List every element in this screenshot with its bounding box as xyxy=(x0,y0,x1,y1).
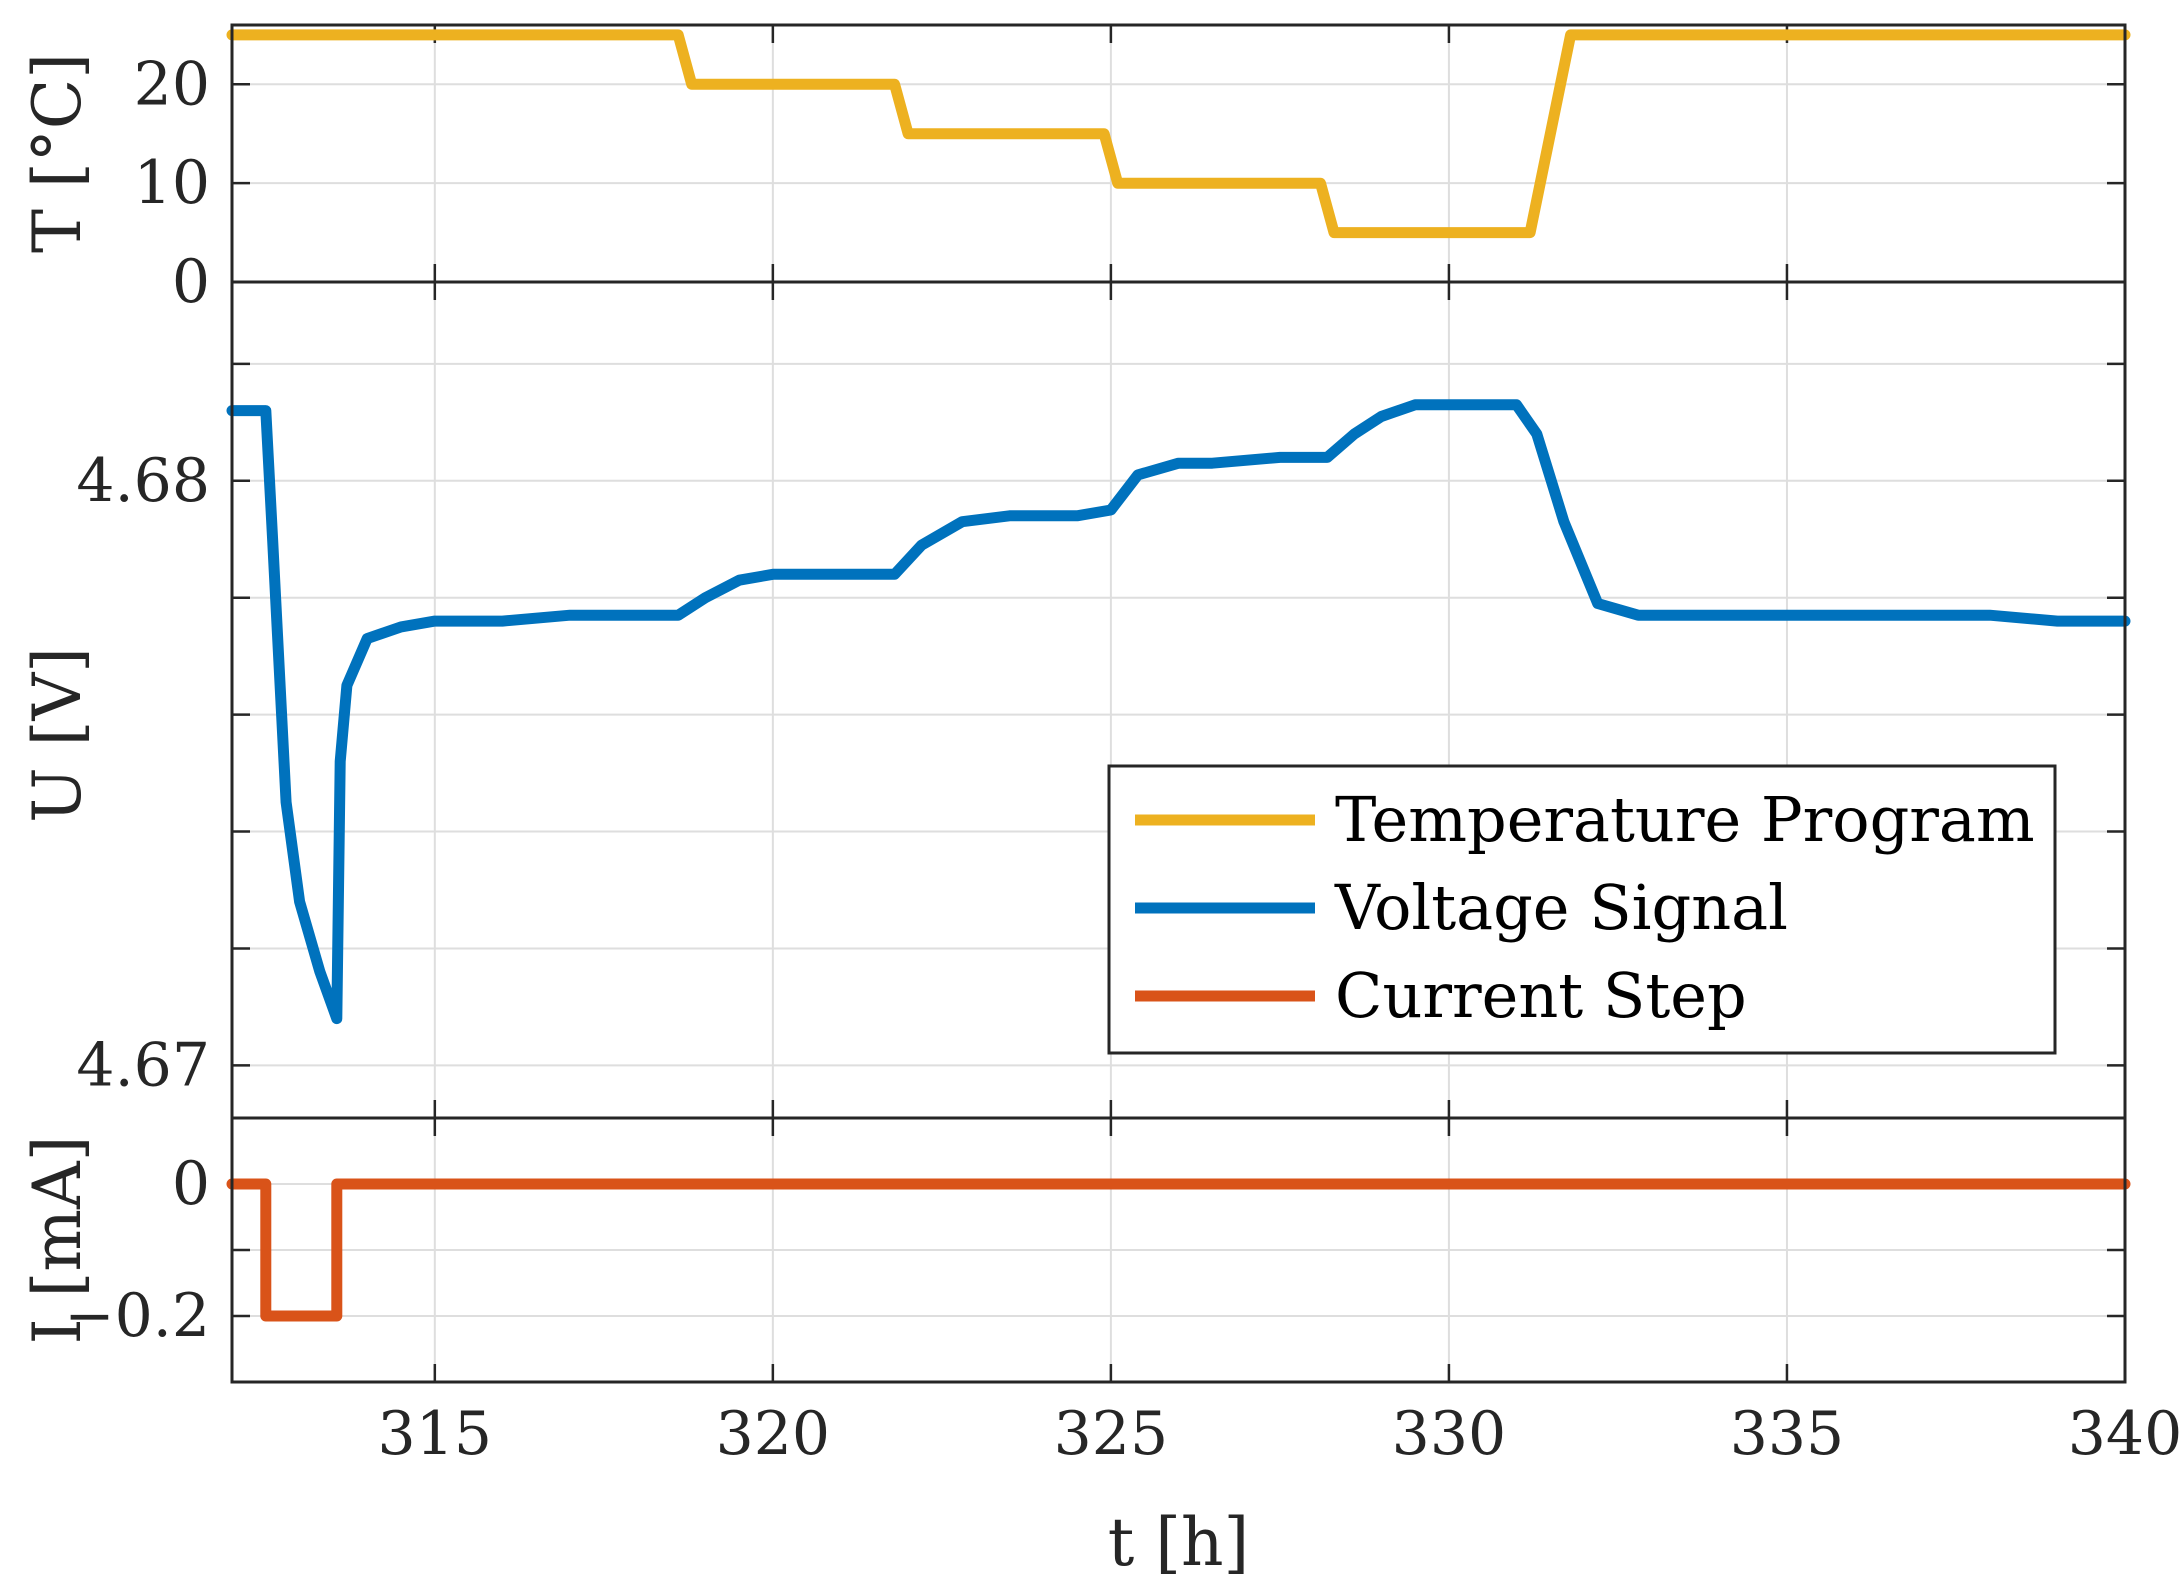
xtick-label: 325 xyxy=(1054,1399,1169,1469)
temperature-ylabel: T [°C] xyxy=(19,53,96,253)
voltage-ytick-label: 4.67 xyxy=(76,1030,210,1100)
current-axes-frame xyxy=(230,1116,2127,1384)
temperature-ytick-label: 10 xyxy=(134,148,210,218)
voltage-series-line xyxy=(226,399,2131,1025)
xlabel: t [h] xyxy=(1108,1504,1250,1581)
current-series-line xyxy=(226,1178,2131,1322)
xtick-label: 315 xyxy=(378,1399,493,1469)
temperature-ytick-label: 20 xyxy=(134,49,210,119)
xtick-label: 320 xyxy=(716,1399,831,1469)
voltage-ylabel: U [V] xyxy=(19,647,96,823)
xtick-label: 340 xyxy=(2068,1399,2182,1469)
current-ytick-label: 0 xyxy=(172,1149,210,1219)
legend: Temperature Program Voltage Signal Curre… xyxy=(1107,764,2057,1055)
legend-label-voltage: Voltage Signal xyxy=(1334,871,1788,944)
legend-label-temperature: Temperature Program xyxy=(1335,783,2035,856)
current-ytick-label: −0.2 xyxy=(64,1281,210,1351)
voltage-ytick-label: 4.68 xyxy=(76,446,210,516)
current-panel: −0.2 0 315 320 325 330 335 340 I [mA] t [h] xyxy=(19,1116,2182,1581)
xtick-label: 330 xyxy=(1392,1399,1507,1469)
temperature-panel: 0 10 20 T [°C] xyxy=(19,23,2131,317)
temperature-axes-frame xyxy=(230,23,2127,284)
temperature-series-line xyxy=(226,29,2131,239)
current-ylabel: I [mA] xyxy=(19,1136,96,1345)
temperature-ytick-label: 0 xyxy=(172,247,210,317)
voltage-panel: 4.67 4.68 U [V] xyxy=(19,280,2131,1120)
legend-label-current: Current Step xyxy=(1335,959,1747,1032)
chart-panels: 0 10 20 T [°C] 4.67 4.68 U [V] −0.2 0 315 320 325 33… xyxy=(19,23,2182,1581)
xtick-label: 335 xyxy=(1730,1399,1845,1469)
